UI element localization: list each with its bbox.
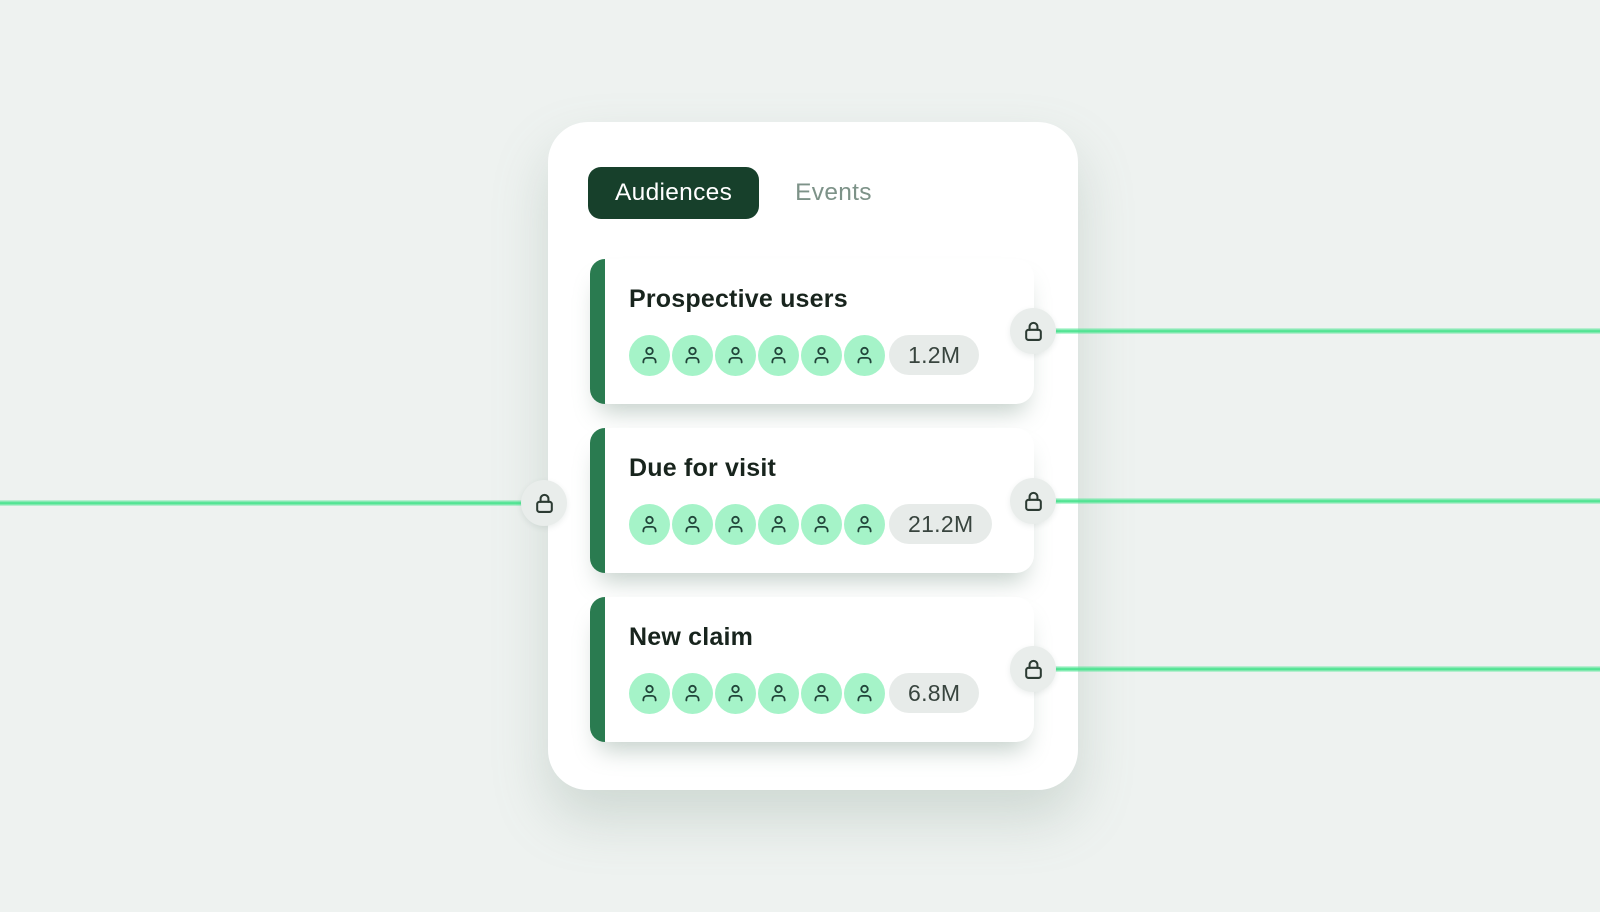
person-icon bbox=[715, 503, 756, 545]
audiences-panel: Audiences Events Prospective users 1.2M … bbox=[548, 122, 1078, 790]
person-icon bbox=[844, 503, 885, 545]
audience-card-prospective-users[interactable]: Prospective users 1.2M bbox=[590, 259, 1034, 404]
card-title: New claim bbox=[629, 623, 754, 651]
audience-count-badge: 21.2M bbox=[889, 504, 993, 545]
member-row: 1.2M bbox=[629, 334, 1010, 376]
audience-card-list: Prospective users 1.2M Due for visit 21.… bbox=[590, 259, 1034, 742]
tab-audiences[interactable]: Audiences bbox=[588, 167, 760, 219]
lock-icon bbox=[1010, 478, 1056, 524]
tab-events[interactable]: Events bbox=[795, 179, 872, 206]
member-row: 21.2M bbox=[629, 503, 1010, 545]
lock-icon bbox=[1010, 308, 1056, 354]
person-icon bbox=[801, 334, 842, 376]
person-icon bbox=[672, 334, 713, 376]
card-title: Prospective users bbox=[629, 285, 848, 313]
person-icon bbox=[844, 672, 885, 714]
member-row: 6.8M bbox=[629, 672, 1010, 714]
person-icon bbox=[672, 503, 713, 545]
connector-line-right-2 bbox=[1052, 498, 1600, 504]
audience-card-due-for-visit[interactable]: Due for visit 21.2M bbox=[590, 428, 1034, 573]
connector-line-right-1 bbox=[1052, 328, 1600, 334]
person-icon bbox=[629, 503, 670, 545]
connector-line-right-3 bbox=[1052, 666, 1600, 672]
person-icon bbox=[758, 672, 799, 714]
person-icon bbox=[844, 334, 885, 376]
lock-icon bbox=[521, 480, 567, 526]
connector-line-left-2 bbox=[0, 500, 524, 506]
person-icon bbox=[672, 672, 713, 714]
person-icon bbox=[758, 503, 799, 545]
audience-count-badge: 6.8M bbox=[889, 673, 980, 714]
audience-count-badge: 1.2M bbox=[889, 335, 980, 376]
person-icon bbox=[715, 334, 756, 376]
lock-icon bbox=[1010, 646, 1056, 692]
person-icon bbox=[801, 672, 842, 714]
person-icon bbox=[629, 334, 670, 376]
person-icon bbox=[629, 672, 670, 714]
audience-card-new-claim[interactable]: New claim 6.8M bbox=[590, 597, 1034, 742]
tab-bar: Audiences Events bbox=[588, 167, 872, 219]
person-icon bbox=[715, 672, 756, 714]
person-icon bbox=[801, 503, 842, 545]
card-title: Due for visit bbox=[629, 454, 777, 482]
person-icon bbox=[758, 334, 799, 376]
